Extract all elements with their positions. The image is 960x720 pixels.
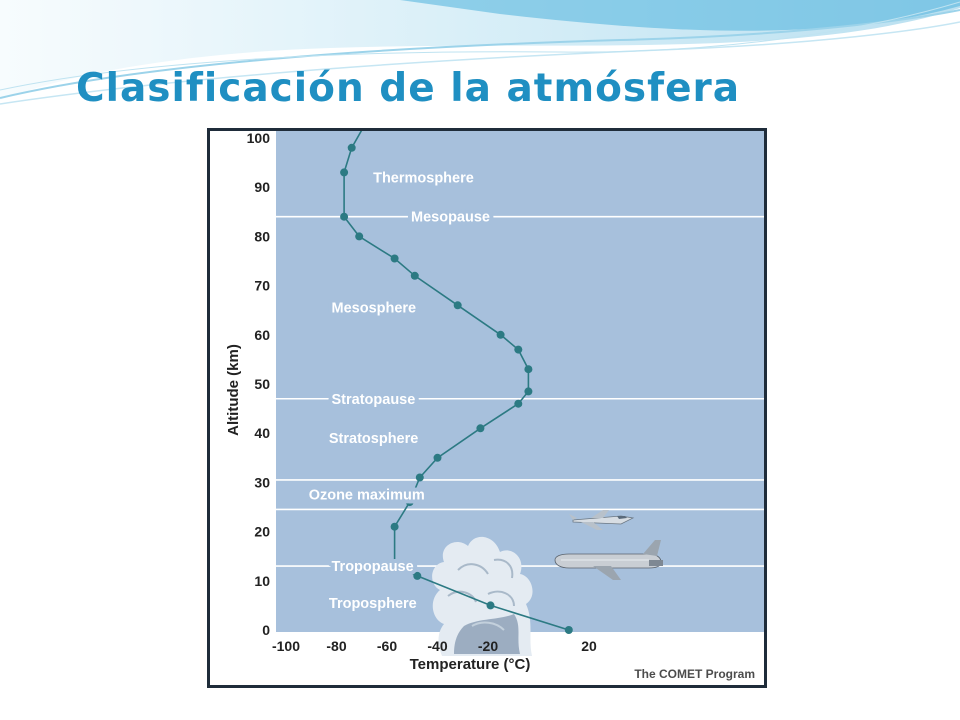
y-tick-label: 40 (254, 425, 270, 441)
data-point-7 (433, 453, 442, 462)
y-tick-label: 50 (254, 376, 270, 392)
x-tick-label: 20 (581, 638, 597, 654)
annotation-stratopause: Stratopause (332, 392, 416, 408)
data-point-16 (390, 254, 399, 263)
annotation-thermosphere: Thermosphere (373, 170, 474, 186)
temperature-profile-points (340, 143, 573, 634)
x-tick-label: -20 (478, 638, 498, 654)
data-point-15 (410, 271, 419, 280)
data-point-2 (413, 571, 422, 580)
y-tick-label: 100 (247, 130, 271, 146)
y-tick-label: 80 (254, 228, 270, 244)
y-tick-label: 0 (262, 622, 270, 638)
data-point-14 (453, 301, 462, 310)
temperature-profile-line (343, 129, 570, 631)
y-axis-tick-labels: 0 10 20 30 40 50 60 70 80 90 100 (247, 130, 271, 638)
x-tick-label: -100 (272, 638, 300, 654)
data-point-20 (347, 143, 356, 152)
x-axis-label: Temperature (°C) (410, 656, 531, 673)
data-point-17 (355, 232, 364, 241)
y-tick-label: 70 (254, 278, 270, 294)
y-axis-label: Altitude (km) (225, 344, 242, 436)
data-point-12 (514, 345, 523, 354)
annotation-troposphere: Troposphere (329, 596, 417, 612)
fighter-jet-icon (569, 510, 635, 530)
data-point-19 (340, 168, 349, 177)
layer-annotations: Thermosphere Mesopause Mesosphere Stratopau… (305, 166, 494, 616)
x-tick-label: -80 (326, 638, 346, 654)
data-point-8 (476, 424, 485, 433)
y-tick-label: 20 (254, 524, 270, 540)
annotation-mesosphere: Mesosphere (332, 301, 417, 317)
atmosphere-temperature-chart: Thermosphere Mesopause Mesosphere Stratopau… (207, 128, 767, 688)
data-point-10 (524, 387, 533, 396)
y-tick-label: 10 (254, 573, 270, 589)
chart-credit: The COMET Program (634, 667, 755, 681)
annotation-mesopause: Mesopause (411, 210, 490, 226)
annotation-tropopause: Tropopause (332, 559, 414, 575)
cumulonimbus-cloud-icon (432, 536, 533, 656)
chart-frame-border (207, 128, 767, 688)
data-point-0 (564, 626, 573, 634)
plot-background (276, 130, 765, 632)
x-tick-label: -40 (427, 638, 447, 654)
data-point-6 (415, 473, 424, 482)
annotation-ozone-maximum: Ozone maximum (309, 488, 425, 504)
airliner-icon (554, 540, 663, 580)
chart-svg: Thermosphere Mesopause Mesosphere Stratopau… (207, 128, 767, 688)
data-point-18 (340, 212, 349, 221)
data-point-4 (390, 522, 399, 531)
x-tick-label: -60 (377, 638, 397, 654)
data-point-9 (514, 399, 523, 408)
slide-title: Clasificación de la atmósfera (76, 66, 741, 111)
annotation-stratosphere: Stratosphere (329, 431, 418, 447)
x-axis-tick-labels: -100 -80 -60 -40 -20 20 (272, 638, 597, 654)
data-point-3 (390, 562, 399, 570)
y-tick-label: 60 (254, 327, 270, 343)
header-swoosh-decoration (0, 0, 960, 105)
data-point-1 (486, 601, 495, 610)
data-point-13 (496, 330, 505, 339)
data-point-11 (524, 365, 533, 374)
y-tick-label: 30 (254, 474, 270, 490)
data-point-5 (405, 498, 414, 507)
y-tick-label: 90 (254, 179, 270, 195)
